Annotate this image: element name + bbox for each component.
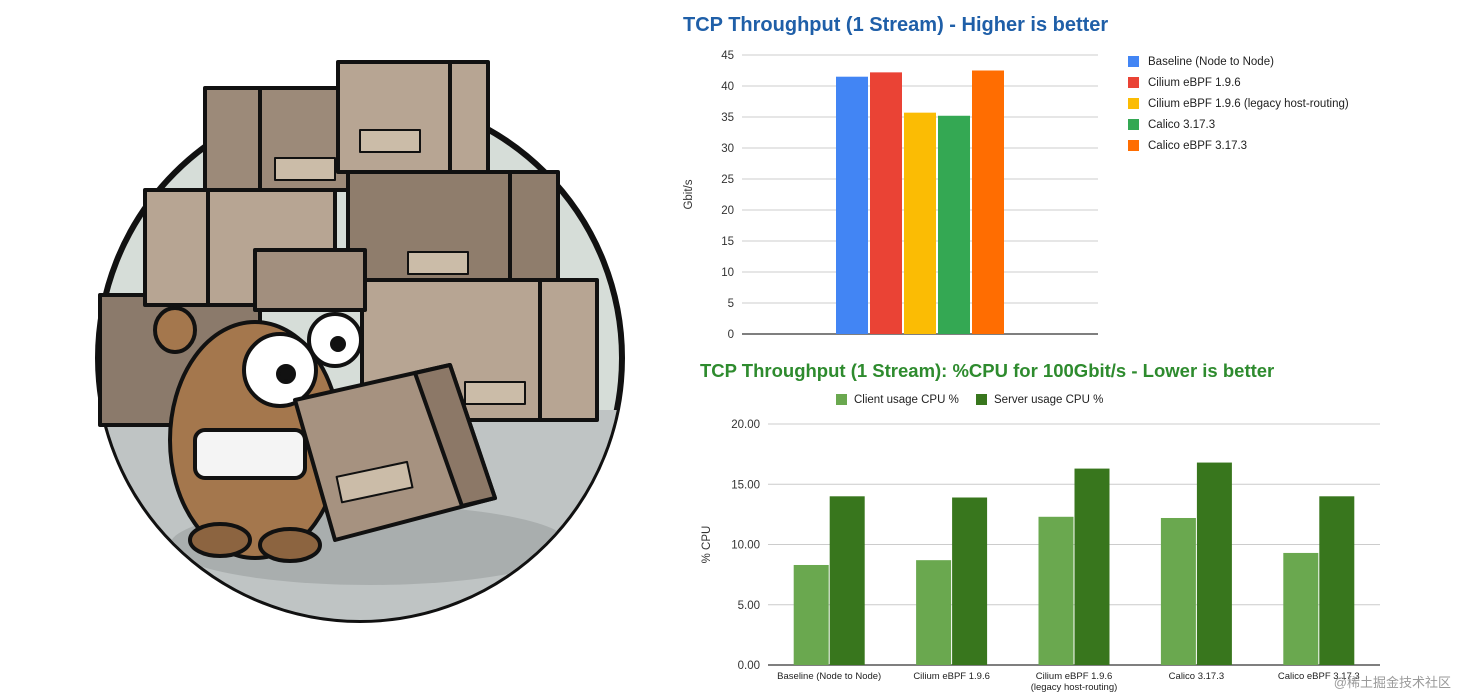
chart2-legend-label: Server usage CPU % — [994, 394, 1103, 406]
chart2-title: TCP Throughput (1 Stream): %CPU for 100G… — [700, 360, 1275, 381]
chart2-bar — [1038, 516, 1074, 665]
chart1-legend-swatch — [1128, 98, 1139, 109]
chart2-legend-swatch — [836, 394, 847, 405]
chart2-ytick-label: 10.00 — [731, 540, 760, 552]
chart2-ylabel: % CPU — [701, 526, 713, 564]
chart1-throughput: 0 5 10 15 20 25 30 35 40 45 Gbit/s Baseline (Node t… — [683, 50, 1349, 341]
chart2-ytick-label: 15.00 — [731, 479, 760, 491]
chart2-bar — [829, 496, 865, 665]
chart1-ytick-label: 25 — [721, 174, 734, 186]
chart2-xtick-label: Calico 3.17.3 — [1169, 671, 1224, 682]
chart1-ytick-label: 35 — [721, 112, 734, 124]
chart1-legend-swatch — [1128, 77, 1139, 88]
chart1-bar — [870, 72, 902, 335]
gopher-boxes-illustration — [95, 60, 625, 623]
chart1-ytick-label: 45 — [721, 50, 734, 62]
chart1-ytick-label: 15 — [721, 236, 734, 248]
chart2-bar — [1074, 468, 1110, 665]
chart1-legend-label: Baseline (Node to Node) — [1148, 56, 1274, 68]
chart2-bar — [952, 497, 988, 665]
chart2-bar — [1196, 462, 1232, 665]
chart1-legend-swatch — [1128, 56, 1139, 67]
chart1-ylabel: Gbit/s — [683, 179, 695, 209]
chart2-xtick-label: Calico eBPF 3.17.3 — [1278, 671, 1360, 682]
chart2-ytick-label: 20.00 — [731, 419, 760, 431]
watermark: @稀土掘金技术社区 — [1333, 675, 1451, 690]
chart1-ytick-label: 5 — [728, 298, 734, 310]
chart1-legend-swatch — [1128, 119, 1139, 130]
chart1-title: TCP Throughput (1 Stream) - Higher is be… — [683, 14, 1109, 36]
chart1-bar — [938, 115, 970, 334]
chart2-bar — [1319, 496, 1355, 665]
chart1-legend-label: Cilium eBPF 1.9.6 — [1148, 77, 1241, 89]
chart2-ytick-label: 5.00 — [738, 600, 760, 612]
chart2-xtick-label: Baseline (Node to Node) — [777, 671, 881, 682]
chart1-ytick-label: 30 — [721, 143, 734, 155]
chart1-ytick-label: 20 — [721, 205, 734, 217]
chart2-bar — [793, 564, 829, 665]
chart2-legend-label: Client usage CPU % — [854, 394, 959, 406]
chart1-legend-label: Cilium eBPF 1.9.6 (legacy host-routing) — [1148, 98, 1349, 110]
chart2-legend-swatch — [976, 394, 987, 405]
chart1-bar — [836, 76, 868, 334]
chart2-bar — [916, 560, 952, 665]
illustration-carried-box — [293, 363, 497, 542]
chart1-ytick-label: 10 — [721, 267, 734, 279]
chart1-legend-label: Calico eBPF 3.17.3 — [1148, 140, 1247, 152]
chart2-xtick-label: Cilium eBPF 1.9.6 — [913, 671, 990, 682]
chart1-legend-swatch — [1128, 140, 1139, 151]
chart2-ytick-label: 0.00 — [738, 660, 760, 672]
chart2-bar — [1283, 552, 1319, 665]
chart1-legend-label: Calico 3.17.3 — [1148, 119, 1215, 131]
chart1-ytick-label: 40 — [721, 81, 734, 93]
chart2-xtick-label: (legacy host-routing) — [1031, 682, 1118, 692]
chart1-ytick-label: 0 — [728, 329, 734, 341]
illustration-gopher — [153, 306, 363, 563]
chart2-cpu-usage: 0.00 5.00 10.00 15.00 20.00 % CPU Baseline (No… — [701, 394, 1380, 692]
chart2-xtick-label: Cilium eBPF 1.9.6 — [1036, 671, 1113, 682]
chart1-bar — [972, 70, 1004, 334]
chart2-bar — [1160, 517, 1196, 665]
chart1-bar — [904, 112, 936, 334]
